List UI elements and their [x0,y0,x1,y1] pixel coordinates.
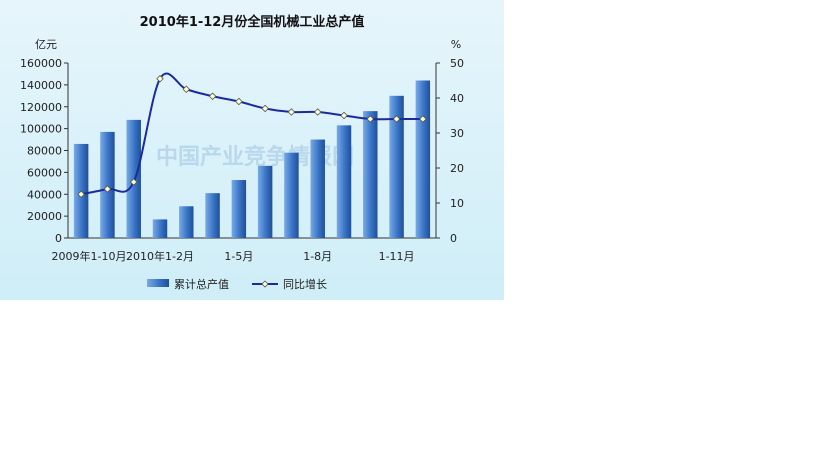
growth-point [129,178,138,186]
bar [415,80,431,238]
growth-point [182,85,191,94]
right-axis-unit: % [451,38,461,51]
bar [231,180,247,238]
left-axis-tick-label: 120000 [20,101,62,114]
chart-frame: 2010年1-12月份全国机械工业总产值 亿元 % 中国产业竞争情报网 0 200… [0,0,504,300]
bar [152,219,168,238]
growth-point [261,104,269,113]
legend-line-label: 同比增长 [283,277,327,291]
growth-point [287,108,296,116]
x-axis-tick-label: 1-11月 [379,250,415,263]
growth-point [366,115,375,123]
right-axis-tick-label: 40 [450,92,464,105]
left-axis-tick-label: 60000 [27,166,62,179]
legend-bar-label: 累计总产值 [174,277,229,291]
right-axis-tick-label: 30 [450,127,464,140]
left-axis-tick-label: 0 [55,232,62,245]
bar [179,206,194,238]
growth-point [208,92,217,101]
growth-point [156,74,164,83]
left-axis-tick-label: 100000 [20,123,62,136]
growth-point [340,111,348,120]
right-axis-tick-label: 0 [450,232,457,245]
left-axis-tick-label: 40000 [27,188,62,201]
right-axis-tick-label: 50 [450,57,464,70]
growth-point [392,115,401,123]
growth-point [77,190,85,199]
growth-line [80,72,423,196]
legend-bar-swatch [147,279,169,287]
bar [257,165,273,238]
legend-line-marker [261,280,269,288]
left-axis-tick-label: 20000 [27,210,62,223]
growth-point [419,115,427,123]
bar [389,95,404,238]
x-axis-tick-label: 2009年1-10月 [52,249,127,263]
bar [310,139,325,238]
bar [284,152,299,238]
bar [205,193,220,238]
left-axis-tick-label: 160000 [20,57,62,70]
chart-title: 2010年1-12月份全国机械工业总产值 [140,14,365,30]
growth-point [235,97,243,106]
bar [100,131,115,238]
x-axis-tick-label: 2010年1-2月 [126,249,194,263]
x-axis-tick-label: 1-5月 [224,250,253,263]
left-axis-tick-label: 80000 [27,145,62,158]
right-axis-tick-label: 20 [450,162,464,175]
chart: 2010年1-12月份全国机械工业总产值 亿元 % 中国产业竞争情报网 0200… [20,14,464,291]
x-axis-tick-label: 1-8月 [303,250,332,263]
bar [336,125,352,238]
bar [363,111,378,238]
left-axis-tick-label: 140000 [20,79,62,92]
right-axis-tick-label: 10 [450,197,464,210]
left-axis-unit: 亿元 [35,38,57,51]
growth-point [313,108,322,116]
growth-point [103,185,112,193]
